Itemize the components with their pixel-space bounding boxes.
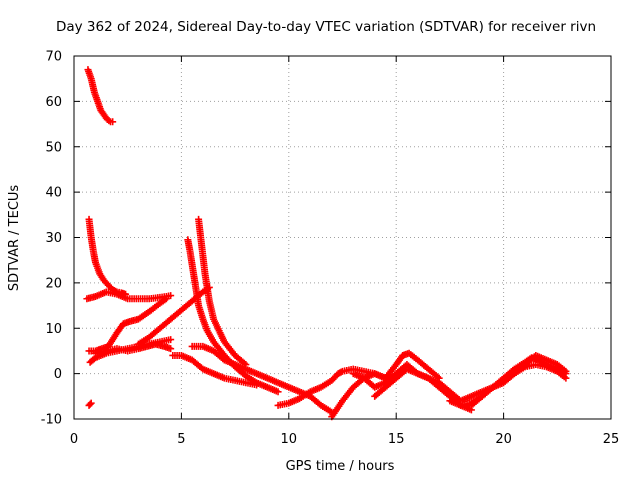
data-point-marker <box>162 295 170 303</box>
data-point-marker <box>562 374 570 382</box>
y-axis-label: SDTVAR / TECUs <box>7 185 22 292</box>
grid <box>74 56 611 419</box>
data-point-marker <box>167 336 175 344</box>
series-s13 <box>188 342 336 416</box>
series-s9 <box>184 236 282 396</box>
x-tick-label: 25 <box>603 432 620 447</box>
series-s12 <box>169 351 261 389</box>
data-point-marker <box>167 292 175 300</box>
data-point-marker <box>562 367 570 375</box>
x-tick-label: 10 <box>281 432 298 447</box>
x-tick-label: 0 <box>70 432 78 447</box>
y-tick-label: -10 <box>41 413 62 428</box>
data-point-marker <box>205 283 213 291</box>
y-tick-label: 60 <box>45 95 62 110</box>
y-tick-label: 0 <box>54 367 62 382</box>
series-s1 <box>84 66 117 126</box>
data-point-marker <box>274 388 282 396</box>
y-axis-ticks: -10 0 10 20 30 40 50 60 70 <box>41 50 611 428</box>
y-tick-label: 20 <box>45 276 62 291</box>
y-tick-label: 40 <box>45 186 62 201</box>
series-s10 <box>195 215 250 369</box>
data-markers <box>83 66 570 421</box>
data-point-marker <box>253 381 261 389</box>
y-tick-label: 70 <box>45 50 62 65</box>
x-tick-label: 20 <box>495 432 512 447</box>
data-point-marker <box>167 345 175 353</box>
series-s7 <box>134 315 175 348</box>
series-s11 <box>167 283 213 323</box>
series-s20 <box>489 351 570 391</box>
y-tick-label: 10 <box>45 322 62 337</box>
data-point-marker <box>109 118 117 126</box>
x-tick-label: 15 <box>388 432 405 447</box>
series-s8 <box>85 399 95 409</box>
series-s4 <box>85 295 170 355</box>
y-tick-label: 30 <box>45 231 62 246</box>
x-axis-ticks: 0 5 10 15 20 25 <box>70 56 619 447</box>
y-tick-label: 50 <box>45 140 62 155</box>
series-s3 <box>83 288 175 303</box>
x-axis-label: GPS time / hours <box>286 459 395 474</box>
data-point-marker <box>87 399 95 407</box>
x-tick-label: 5 <box>177 432 185 447</box>
chart-title: Day 362 of 2024, Sidereal Day-to-day VTE… <box>56 19 596 35</box>
series-s2 <box>85 215 130 298</box>
data-point-marker <box>86 400 94 408</box>
